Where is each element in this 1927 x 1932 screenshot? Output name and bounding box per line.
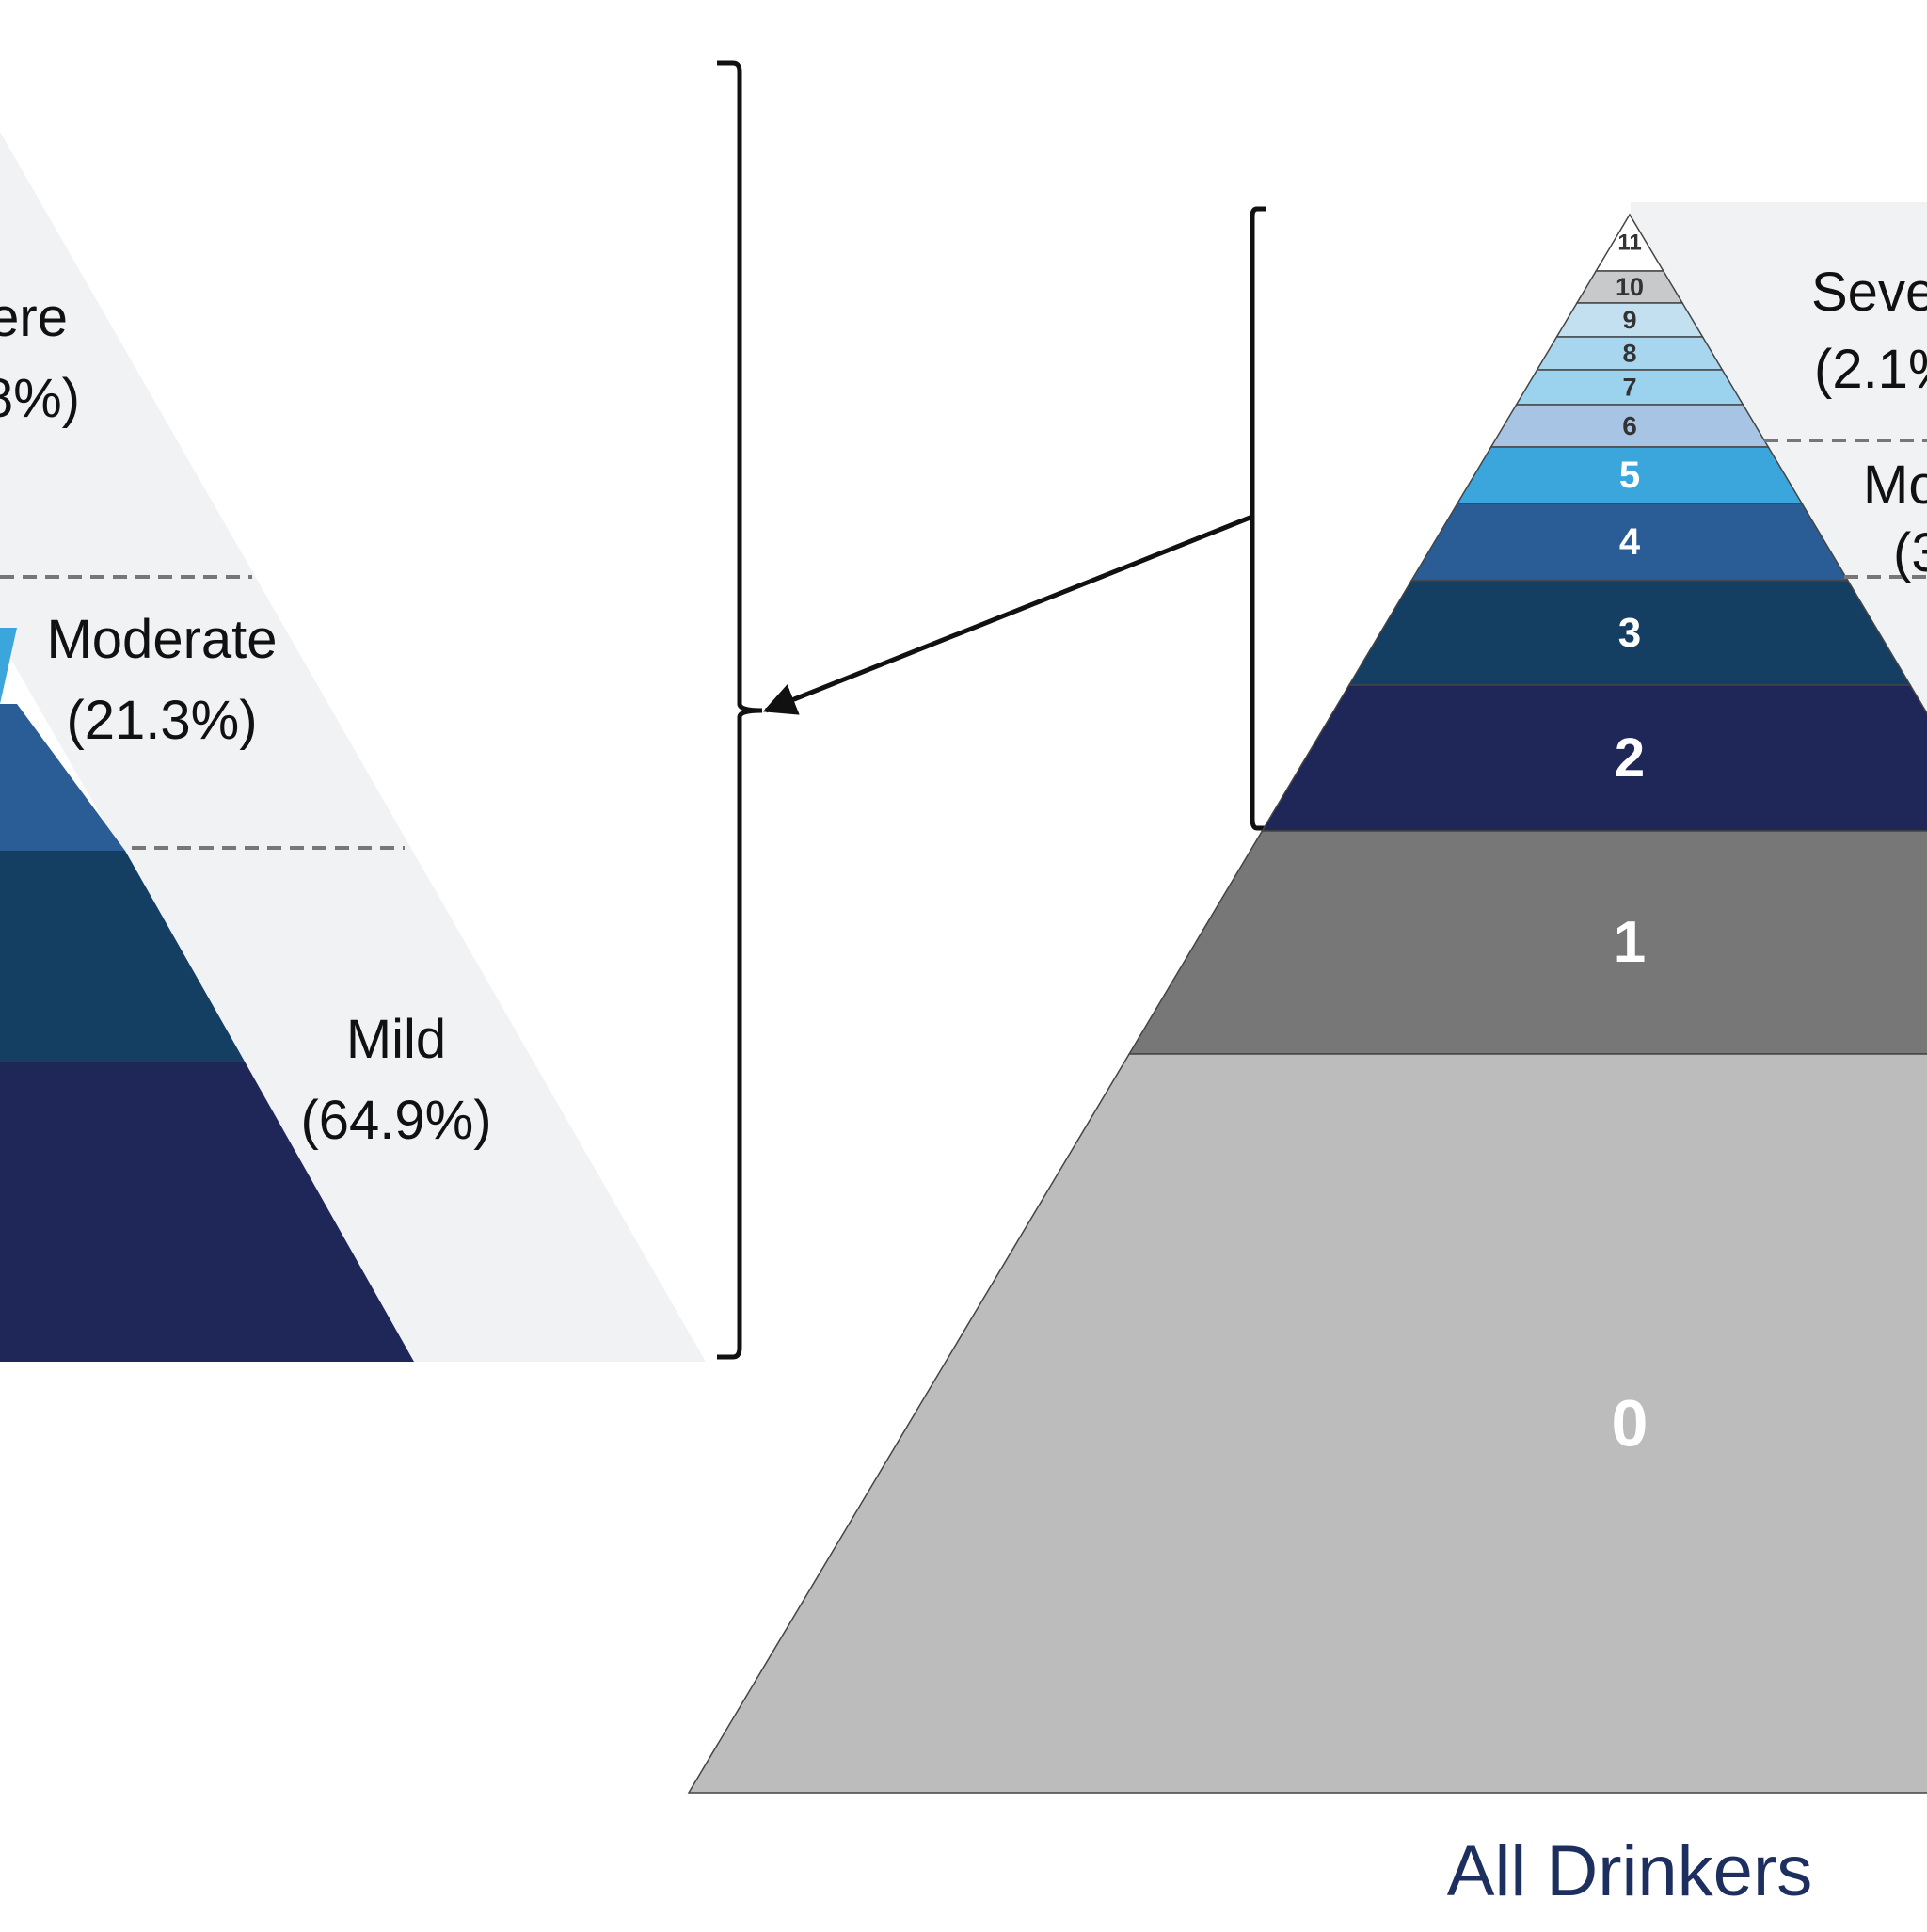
left-severe-percent: 8%) [0,368,80,429]
right-level-2 [1261,684,1927,832]
zoom-arrow [762,514,1253,715]
right-level-label-8: 8 [1622,340,1636,368]
right-level-label-4: 4 [1619,521,1641,563]
connector [717,60,1266,1360]
left-panel-background [0,132,706,1362]
right-level-label-6: 6 [1622,411,1637,440]
left-bracket [717,60,763,1360]
left-moderate-percent: (21.3%) [66,690,257,751]
right-moderate-percent: (3 [1893,522,1927,583]
left-level-3 [0,851,245,1062]
right-level-label-0: 0 [1612,1387,1648,1461]
right-level-label-11: 11 [1617,231,1641,256]
right-level-label-5: 5 [1619,455,1640,496]
left-level-moderate-sliver [0,628,17,704]
right-level-0 [687,1053,1927,1794]
left-pyramid: ere 8%) Moderate (21.3%) Mild (64.9%) [0,132,706,1362]
left-mild-label: Mild [346,1009,446,1070]
left-severe-label: ere [0,287,68,348]
right-level-label-9: 9 [1622,306,1636,334]
right-level-label-10: 10 [1616,273,1644,301]
right-severe-label: Seve [1811,262,1927,323]
right-level-label-2: 2 [1615,727,1645,789]
right-severe-percent: (2.1% [1814,339,1927,400]
left-moderate-label: Moderate [46,609,277,670]
left-level-4 [0,704,125,851]
left-level-2 [0,1062,414,1362]
right-moderate-label: Mo [1863,455,1927,516]
right-level-label-1: 1 [1614,910,1646,975]
right-bracket [1250,206,1266,831]
pyramid-caption: All Drinkers [1447,1831,1813,1911]
right-level-label-7: 7 [1622,374,1636,402]
left-mild-percent: (64.9%) [300,1090,491,1151]
right-level-1 [1127,830,1927,1055]
right-level-label-3: 3 [1618,610,1641,656]
